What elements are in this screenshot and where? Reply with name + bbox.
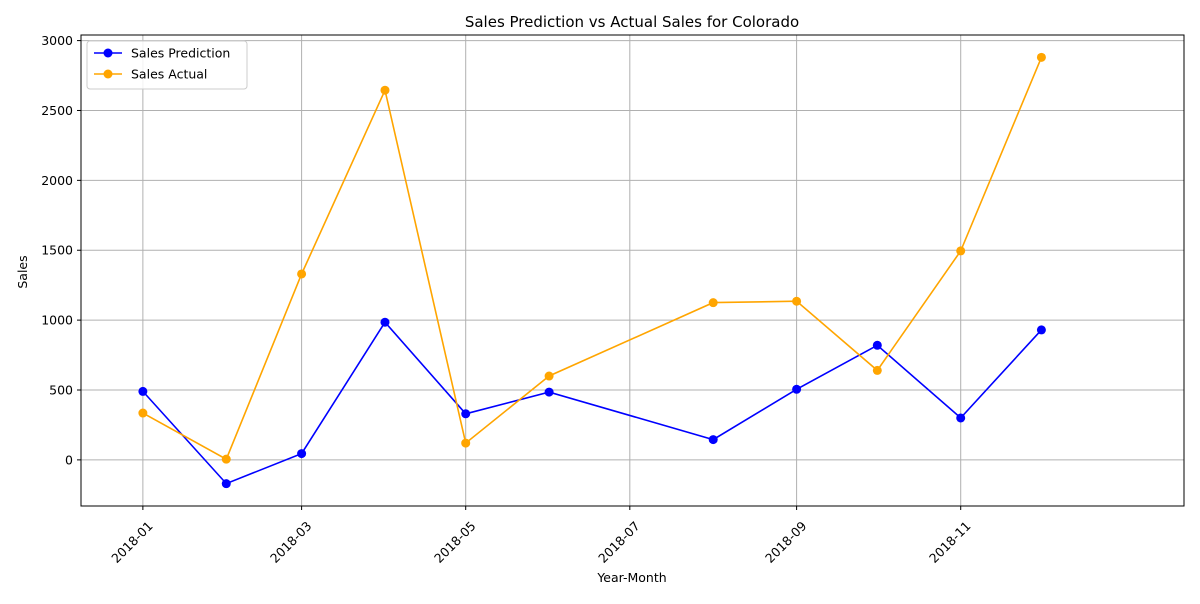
chart-title: Sales Prediction vs Actual Sales for Col… xyxy=(465,13,799,31)
sales-actual-point xyxy=(138,408,148,418)
y-axis-label: Sales xyxy=(15,255,30,288)
y-tick-label: 1500 xyxy=(41,243,73,258)
sales-actual-point xyxy=(380,85,390,95)
legend-swatch-marker xyxy=(103,69,113,79)
y-tick-label: 500 xyxy=(49,382,73,397)
plot-frame xyxy=(80,34,1185,507)
legend[interactable]: Sales Prediction Sales Actual xyxy=(86,40,248,90)
sales-prediction-point xyxy=(956,413,966,423)
sales-actual-point xyxy=(544,371,554,381)
y-tick-label: 1000 xyxy=(41,313,73,328)
sales-actual-point xyxy=(792,296,802,306)
ticks: 0 500 1000 1500 2000 2500 3000 2018-01 2018-03 20… xyxy=(41,33,973,566)
sales-actual-point xyxy=(297,269,307,279)
x-tick-label: 2018-01 xyxy=(108,518,156,566)
x-tick-label: 2018-03 xyxy=(267,518,315,566)
sales-actual-point xyxy=(1036,52,1046,62)
sales-prediction-point xyxy=(138,386,148,396)
x-tick-label: 2018-05 xyxy=(431,518,479,566)
x-axis-label: Year-Month xyxy=(596,570,666,585)
sales-prediction-point xyxy=(1036,325,1046,335)
sales-actual-point xyxy=(956,246,966,256)
sales-prediction-point xyxy=(297,449,307,459)
y-tick-label: 0 xyxy=(65,452,73,467)
sales-prediction-point xyxy=(792,384,802,394)
y-tick-label: 3000 xyxy=(41,33,73,48)
x-tick-label: 2018-11 xyxy=(926,518,974,566)
sales-actual-point xyxy=(461,438,471,448)
series-layer xyxy=(138,52,1046,489)
legend-swatch-marker xyxy=(103,48,113,58)
sales-prediction-point xyxy=(872,340,882,350)
sales-prediction-point xyxy=(708,435,718,445)
legend-label: Sales Actual xyxy=(131,67,207,82)
sales-prediction-point xyxy=(221,479,231,489)
sales-prediction-point xyxy=(544,387,554,397)
sales-actual-point xyxy=(708,298,718,308)
sales-actual-point xyxy=(872,365,882,375)
sales-prediction-point xyxy=(380,317,390,327)
y-tick-label: 2000 xyxy=(41,173,73,188)
sales-actual-point xyxy=(221,454,231,464)
y-tick-label: 2500 xyxy=(41,103,73,118)
x-tick-label: 2018-09 xyxy=(762,518,810,566)
legend-label: Sales Prediction xyxy=(131,46,230,61)
x-tick-label: 2018-07 xyxy=(595,518,643,566)
grid xyxy=(81,35,1184,506)
sales-prediction-point xyxy=(461,409,471,419)
legend-box xyxy=(86,40,248,90)
sales-actual-line xyxy=(142,57,1043,461)
